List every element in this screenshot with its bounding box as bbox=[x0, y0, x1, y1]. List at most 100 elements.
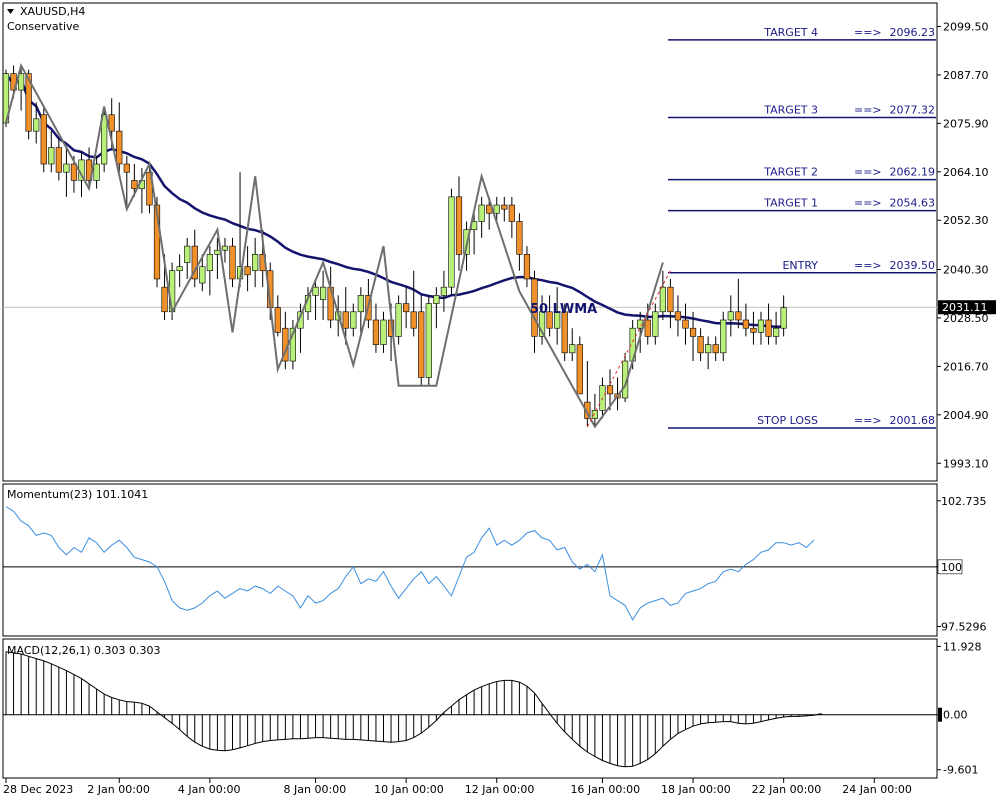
level-name: TARGET 3 bbox=[763, 104, 818, 117]
candle bbox=[312, 278, 319, 320]
mode-label: Conservative bbox=[7, 20, 80, 33]
candle-body bbox=[70, 163, 78, 181]
candle-body bbox=[425, 303, 432, 378]
candle-body bbox=[493, 204, 500, 214]
candle-body bbox=[659, 286, 666, 313]
candle-body bbox=[312, 286, 319, 296]
candle bbox=[199, 254, 206, 292]
candle-body bbox=[591, 410, 598, 419]
candle bbox=[516, 213, 523, 271]
candle-body bbox=[108, 114, 115, 132]
candle bbox=[584, 361, 591, 427]
candle-body bbox=[101, 114, 108, 165]
level-value: 2001.68 bbox=[890, 414, 936, 427]
candle-body bbox=[274, 307, 281, 333]
candle bbox=[591, 393, 598, 427]
candle-body bbox=[2, 73, 10, 124]
candle-body bbox=[131, 180, 138, 189]
candle-body bbox=[380, 319, 387, 345]
candle-body bbox=[508, 204, 515, 222]
candle bbox=[523, 246, 531, 288]
candle-body bbox=[372, 319, 380, 345]
candle-body bbox=[538, 311, 546, 337]
candle bbox=[735, 278, 742, 329]
candle bbox=[410, 270, 417, 337]
ma-label: 50 LWMA bbox=[530, 302, 597, 317]
candle bbox=[93, 155, 100, 189]
candle-body bbox=[674, 311, 682, 321]
candle bbox=[689, 311, 697, 362]
candle bbox=[319, 270, 327, 320]
candle bbox=[682, 303, 689, 345]
symbol-title: XAUUSD,H4 bbox=[20, 5, 85, 18]
candle bbox=[772, 311, 780, 345]
level-name: TARGET 4 bbox=[763, 26, 818, 39]
candle bbox=[395, 295, 402, 345]
price-tick-label: 2004.90 bbox=[943, 409, 989, 422]
candle bbox=[357, 287, 364, 337]
candle bbox=[55, 139, 62, 181]
candle-body bbox=[576, 344, 583, 395]
candle-body bbox=[554, 311, 561, 329]
level-arrow: ==> bbox=[854, 259, 882, 272]
x-tick-label: 18 Jan 00:00 bbox=[661, 783, 731, 796]
candle-body bbox=[667, 286, 674, 313]
price-tick-label: 2064.10 bbox=[943, 166, 989, 179]
candle-body bbox=[448, 196, 455, 288]
main-pane: 2099.50 2087.70 2075.90 2064.10 2052.30 2040.… bbox=[2, 20, 996, 470]
price-tick-label: 2087.70 bbox=[943, 69, 989, 82]
price-tick-label: 2028.50 bbox=[943, 312, 989, 325]
candle bbox=[116, 102, 123, 173]
level-value: 2062.19 bbox=[890, 166, 936, 179]
candle bbox=[176, 254, 183, 288]
candle bbox=[63, 147, 70, 197]
candle-body bbox=[176, 266, 183, 272]
candle-body bbox=[584, 401, 591, 419]
x-tick-label: 12 Jan 00:00 bbox=[465, 783, 535, 796]
candle-body bbox=[319, 286, 327, 300]
candle bbox=[720, 311, 727, 362]
candle bbox=[697, 328, 704, 362]
candle bbox=[659, 270, 666, 320]
macd-zero-marker bbox=[938, 707, 942, 722]
dropdown-triangle-icon[interactable] bbox=[7, 9, 14, 14]
candle-body bbox=[93, 163, 100, 181]
level-arrow: ==> bbox=[854, 414, 882, 427]
candle-body bbox=[403, 303, 410, 313]
level-name: TARGET 2 bbox=[763, 166, 818, 179]
candle bbox=[380, 311, 387, 353]
candle bbox=[221, 237, 229, 263]
candle bbox=[478, 196, 485, 238]
candle-body bbox=[214, 249, 221, 255]
candle-body bbox=[116, 130, 123, 165]
candle bbox=[123, 155, 130, 210]
main-pane-frame bbox=[2, 2, 938, 482]
candle-body bbox=[161, 286, 168, 313]
candle-body bbox=[523, 254, 531, 280]
candle-body bbox=[644, 319, 651, 337]
candle bbox=[554, 287, 561, 345]
x-tick-label: 2 Jan 00:00 bbox=[87, 783, 150, 796]
x-tick-label: 28 Dec 2023 bbox=[3, 783, 73, 796]
momentum-tick-label: 102.735 bbox=[941, 495, 987, 508]
level-name: TARGET 1 bbox=[763, 197, 818, 210]
candle-body bbox=[252, 254, 259, 272]
candle-body bbox=[123, 163, 130, 173]
candle-body bbox=[720, 319, 727, 354]
price-tick-label: 1993.10 bbox=[943, 457, 989, 470]
candle-body bbox=[40, 114, 47, 165]
momentum-title: Momentum(23) 101.1041 bbox=[7, 488, 148, 501]
candle bbox=[252, 237, 259, 288]
macd-signal-line bbox=[5, 651, 822, 768]
candle bbox=[33, 102, 40, 144]
candle bbox=[372, 303, 380, 353]
level-name: STOP LOSS bbox=[757, 414, 818, 427]
candle bbox=[440, 270, 448, 312]
candle bbox=[2, 69, 10, 128]
candle-body bbox=[697, 336, 704, 354]
candle-body bbox=[727, 311, 734, 321]
candle-body bbox=[652, 311, 659, 337]
candle bbox=[229, 237, 236, 288]
